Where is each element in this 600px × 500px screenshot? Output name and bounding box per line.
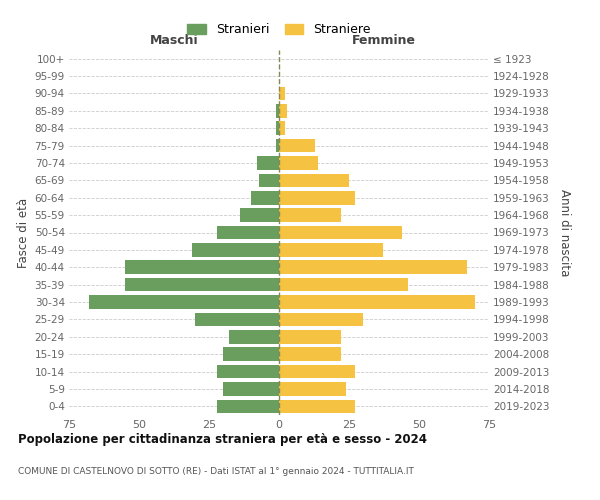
Y-axis label: Anni di nascita: Anni di nascita (558, 189, 571, 276)
Bar (276, 122, 279, 135)
Text: COMUNE DI CASTELNOVO DI SOTTO (RE) - Dati ISTAT al 1° gennaio 2024 - TUTTITALIA.: COMUNE DI CASTELNOVO DI SOTTO (RE) - Dat… (18, 468, 414, 476)
Bar (279, 191, 355, 204)
Bar (279, 260, 467, 274)
Bar (259, 174, 279, 187)
Bar (279, 174, 349, 187)
Legend: Stranieri, Straniere: Stranieri, Straniere (184, 20, 374, 40)
Bar (279, 365, 355, 378)
Bar (279, 400, 355, 413)
Bar (279, 86, 284, 100)
Text: Maschi: Maschi (149, 34, 199, 46)
Bar (89, 295, 279, 309)
Text: Femmine: Femmine (352, 34, 416, 46)
Bar (217, 400, 279, 413)
Bar (125, 278, 279, 291)
Bar (257, 156, 279, 170)
Bar (279, 312, 363, 326)
Bar (279, 382, 346, 396)
Bar (195, 312, 279, 326)
Bar (217, 365, 279, 378)
Bar (276, 139, 279, 152)
Bar (279, 122, 284, 135)
Bar (240, 208, 279, 222)
Bar (276, 104, 279, 118)
Bar (217, 226, 279, 239)
Bar (279, 226, 402, 239)
Y-axis label: Fasce di età: Fasce di età (17, 198, 31, 268)
Bar (279, 348, 341, 361)
Bar (229, 330, 279, 344)
Text: Popolazione per cittadinanza straniera per età e sesso - 2024: Popolazione per cittadinanza straniera p… (18, 432, 427, 446)
Bar (223, 382, 279, 396)
Bar (279, 243, 383, 256)
Bar (279, 156, 318, 170)
Bar (279, 295, 475, 309)
Bar (223, 348, 279, 361)
Bar (125, 260, 279, 274)
Bar (192, 243, 279, 256)
Bar (279, 104, 287, 118)
Bar (279, 278, 408, 291)
Bar (279, 139, 316, 152)
Bar (279, 330, 341, 344)
Bar (279, 208, 341, 222)
Bar (251, 191, 279, 204)
